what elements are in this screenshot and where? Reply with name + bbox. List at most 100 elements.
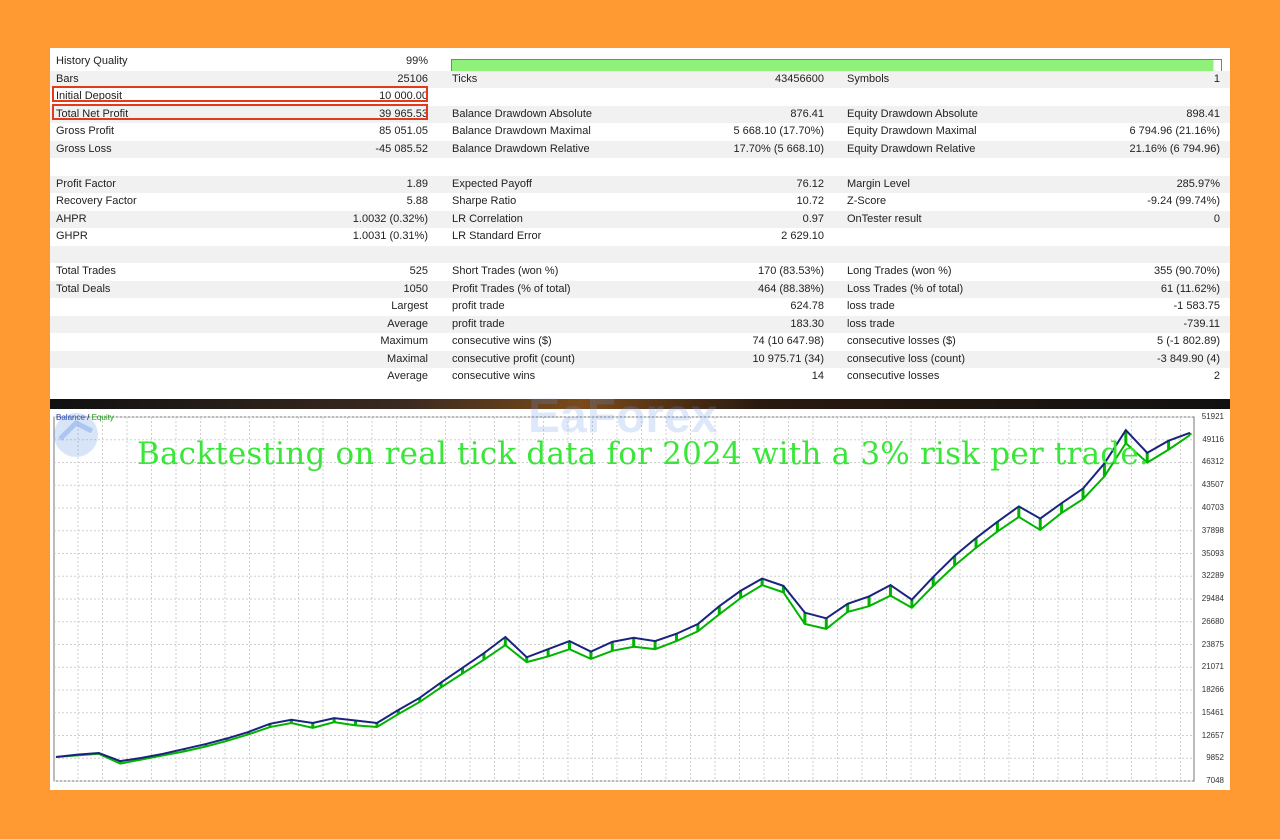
backtest-results-table: History Quality 99% Bars 25106 Ticks 434566…: [50, 48, 1230, 398]
eaforex-watermark: EaForex: [528, 390, 718, 443]
stat-label: profit trade: [452, 317, 505, 330]
stat-label: consecutive losses ($): [847, 335, 956, 347]
y-tick-label: 15461: [1201, 707, 1224, 717]
stat-label: Balance Drawdown Relative: [452, 142, 590, 155]
stat-label: Equity Drawdown Relative: [847, 142, 976, 155]
stat-label: Expected Payoff: [452, 177, 532, 190]
stat-label: Profit Factor: [56, 177, 116, 190]
stat-value: 464 (88.38%): [757, 282, 824, 295]
chart-canvas: [53, 416, 1195, 782]
stats-row: Maximum consecutive wins ($) 74 (10 647.98…: [50, 333, 1230, 351]
stat-value: 43456600: [775, 72, 824, 85]
stats-row: Recovery Factor 5.88 Sharpe Ratio 10.72 Z-Sc…: [50, 193, 1230, 211]
y-tick-label: 12657: [1201, 730, 1224, 740]
stat-label: Z-Score: [847, 195, 887, 207]
stat-label: GHPR: [56, 230, 88, 242]
stat-label: Balance Drawdown Maximal: [452, 125, 591, 137]
stat-value: 355 (90.70%): [1153, 265, 1220, 277]
stat-value: 85 051.05: [379, 125, 428, 137]
stat-value: 624.78: [790, 300, 824, 312]
stats-row: Average consecutive wins 14 consecutive los…: [50, 368, 1230, 386]
stat-label: Long Trades (won %): [847, 265, 952, 277]
stat-value: 76.12: [796, 177, 824, 190]
stat-value: 14: [811, 370, 824, 382]
stat-value: Largest: [391, 300, 428, 312]
stat-label: consecutive wins: [452, 370, 536, 382]
stat-value: 1: [1213, 72, 1220, 85]
eaforex-logo-icon: [54, 413, 98, 457]
equity-line: [55, 434, 1191, 765]
stat-value: 876.41: [790, 107, 824, 120]
stat-value: -3 849.90 (4): [1157, 352, 1220, 365]
stat-label: Total Deals: [56, 282, 111, 295]
stats-row: Total Net Profit 39 965.53 Balance Drawdow…: [50, 105, 1230, 123]
stat-value: 2 629.10: [781, 230, 824, 242]
y-tick-label: 46312: [1201, 457, 1224, 467]
y-tick-label: 9852: [1206, 753, 1224, 763]
y-tick-label: 40703: [1201, 502, 1224, 512]
y-tick-label: 43507: [1201, 480, 1224, 490]
stat-label: Gross Loss: [56, 142, 112, 155]
stat-value: 525: [409, 265, 428, 277]
history-quality-label: History Quality: [56, 55, 128, 67]
stat-value: 25106: [397, 72, 428, 85]
stats-row: GHPR 1.0031 (0.31%) LR Standard Error 2 629…: [50, 228, 1230, 246]
stat-value: -9.24 (99.74%): [1147, 195, 1220, 207]
stat-label: Equity Drawdown Maximal: [847, 125, 977, 137]
stat-value: -45 085.52: [375, 142, 428, 155]
stat-label: Bars: [56, 72, 79, 85]
stat-value: 1.0031 (0.31%): [352, 230, 428, 242]
stat-label: Symbols: [847, 72, 890, 85]
stats-row: Total Deals 1050 Profit Trades (% of total…: [50, 280, 1230, 298]
history-quality-row: History Quality 99%: [50, 53, 1230, 72]
stat-value: 10 000.00: [379, 90, 428, 102]
stat-value: 285.97%: [1176, 177, 1220, 190]
history-quality-value: 99%: [405, 55, 428, 67]
stat-value: 898.41: [1186, 107, 1220, 120]
stats-row: [50, 245, 1230, 263]
stat-value: 10.72: [796, 195, 824, 207]
stat-value: 1.89: [406, 177, 428, 190]
stat-value: 0: [1213, 212, 1220, 225]
stat-label: Total Net Profit: [56, 107, 129, 120]
stat-value: Average: [387, 370, 428, 382]
stat-label: Total Trades: [56, 265, 116, 277]
stats-row: Maximal consecutive profit (count) 10 975.…: [50, 350, 1230, 368]
stat-label: Recovery Factor: [56, 195, 137, 207]
stat-value: 170 (83.53%): [757, 265, 824, 277]
stat-label: consecutive profit (count): [452, 352, 575, 365]
stat-label: loss trade: [847, 300, 895, 312]
stat-label: Profit Trades (% of total): [452, 282, 571, 295]
stats-row: Average profit trade 183.30 loss trade -739.…: [50, 315, 1230, 333]
y-tick-label: 37898: [1201, 525, 1224, 535]
stat-label: Equity Drawdown Absolute: [847, 107, 978, 120]
stats-row: Initial Deposit 10 000.00: [50, 88, 1230, 106]
stat-value: 10 975.71 (34): [752, 352, 824, 365]
stat-value: 5 (-1 802.89): [1157, 335, 1220, 347]
stat-label: OnTester result: [847, 212, 922, 225]
stat-label: LR Standard Error: [452, 230, 542, 242]
stat-value: -739.11: [1183, 317, 1221, 330]
stat-label: consecutive wins ($): [452, 335, 552, 347]
y-tick-label: 26680: [1201, 616, 1224, 626]
y-tick-label: 23875: [1201, 639, 1224, 649]
balance-line: [55, 428, 1191, 763]
stat-value: 61 (11.62%): [1160, 282, 1220, 295]
y-tick-label: 51921: [1201, 412, 1224, 421]
stat-label: Ticks: [452, 72, 478, 85]
stat-label: Margin Level: [847, 177, 910, 190]
y-tick-label: 32289: [1201, 571, 1224, 581]
chart-legend: Balance / Equity: [56, 413, 114, 422]
stat-value: 2: [1213, 370, 1220, 382]
y-tick-label: 35093: [1201, 548, 1224, 558]
stat-value: Maximum: [380, 335, 428, 347]
stat-label: LR Correlation: [452, 212, 523, 225]
stat-label: Gross Profit: [56, 125, 115, 137]
stat-value: 183.30: [790, 317, 824, 330]
stat-label: consecutive losses: [847, 370, 940, 382]
stat-value: Average: [387, 317, 428, 330]
legend-equity: Equity: [91, 413, 114, 422]
chart-caption: Backtesting on real tick data for 2024 w…: [137, 436, 1149, 472]
stat-value: 17.70% (5 668.10): [733, 142, 824, 155]
balance-equity-chart: Balance / Equity EaForex Backtesting on …: [50, 390, 1230, 790]
